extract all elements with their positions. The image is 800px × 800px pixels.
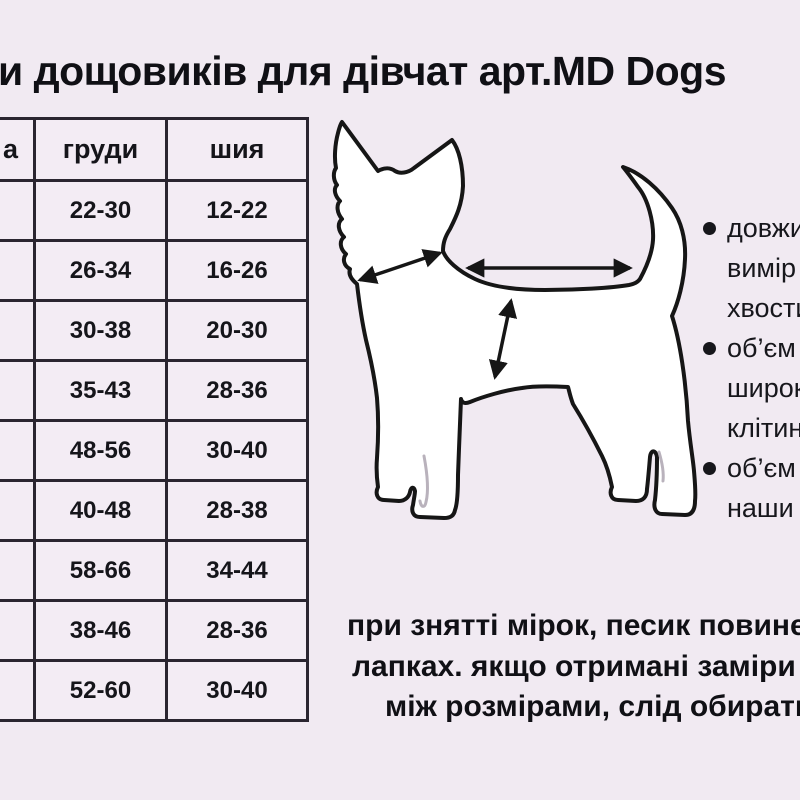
hind-leg-separator-line [657, 450, 665, 483]
note-line: вимір [727, 253, 797, 283]
note-line: об’єм [727, 453, 796, 483]
neck-girth-arrow [357, 249, 443, 284]
table-row: 35-43 28-36 [0, 359, 309, 422]
footer-note-line: між розмірами, слід обирати б [385, 690, 800, 723]
table-header-row: а груди шия [0, 117, 309, 182]
note-line: наши [727, 493, 794, 523]
bullet-icon [703, 462, 716, 475]
size-cell: 26-34 [33, 239, 168, 302]
column-header-chest: груди [33, 117, 168, 182]
table-row: 22-30 12-22 [0, 179, 309, 242]
table-row: 30-38 20-30 [0, 299, 309, 362]
table-row: 40-48 28-38 [0, 479, 309, 542]
table-row: 38-46 28-36 [0, 599, 309, 662]
page-title: и дощовиків для дівчат арт.MD Dogs [0, 48, 727, 94]
dog-measurement-illustration [300, 100, 800, 540]
size-cell: 12-22 [165, 179, 309, 242]
size-cell: 20-30 [165, 299, 309, 362]
size-cell: 16-26 [165, 239, 309, 302]
size-cell: 28-36 [165, 359, 309, 422]
size-cell [0, 539, 36, 602]
size-cell [0, 239, 36, 302]
column-header-neck: шия [165, 117, 309, 182]
note-item: об’єм широк клітин [703, 328, 800, 448]
footer-note-line: при знятті мірок, песик повинен с [347, 609, 800, 642]
size-cell [0, 179, 36, 242]
table-row: 58-66 34-44 [0, 539, 309, 602]
size-cell [0, 479, 36, 542]
dog-diagram-svg [331, 120, 698, 520]
column-header-back: а [0, 117, 36, 182]
note-line: клітин [727, 413, 800, 443]
note-line: об’єм [727, 333, 796, 363]
size-cell [0, 659, 36, 722]
size-cell [0, 599, 36, 662]
size-cell: 52-60 [33, 659, 168, 722]
size-cell: 28-36 [165, 599, 309, 662]
chest-depth-arrow [488, 298, 518, 380]
note-line: хвости [727, 293, 800, 323]
measurement-notes: довжи вимір хвости об’єм широк клітин об… [703, 208, 800, 528]
size-cell: 22-30 [33, 179, 168, 242]
bullet-icon [703, 342, 716, 355]
size-cell [0, 419, 36, 482]
size-cell: 48-56 [33, 419, 168, 482]
front-leg-separator-line [418, 454, 429, 508]
size-cell: 40-48 [33, 479, 168, 542]
size-cell: 30-38 [33, 299, 168, 362]
dog-outline [331, 120, 698, 520]
bullet-icon [703, 222, 716, 235]
size-cell [0, 359, 36, 422]
size-cell [0, 299, 36, 362]
footer-note-line: лапках. якщо отримані заміри пе [352, 650, 800, 683]
note-line: довжи [727, 213, 800, 243]
size-cell: 35-43 [33, 359, 168, 422]
note-item: об’єм наши [703, 448, 800, 528]
size-cell: 34-44 [165, 539, 309, 602]
table-row: 26-34 16-26 [0, 239, 309, 302]
size-cell: 30-40 [165, 419, 309, 482]
size-cell: 58-66 [33, 539, 168, 602]
size-cell: 38-46 [33, 599, 168, 662]
size-cell: 30-40 [165, 659, 309, 722]
size-cell: 28-38 [165, 479, 309, 542]
note-line: широк [727, 373, 800, 403]
table-row: 48-56 30-40 [0, 419, 309, 482]
note-item: довжи вимір хвости [703, 208, 800, 328]
table-row: 52-60 30-40 [0, 659, 309, 722]
size-table: а груди шия 22-30 12-22 26-34 16-26 30-3… [0, 117, 309, 722]
